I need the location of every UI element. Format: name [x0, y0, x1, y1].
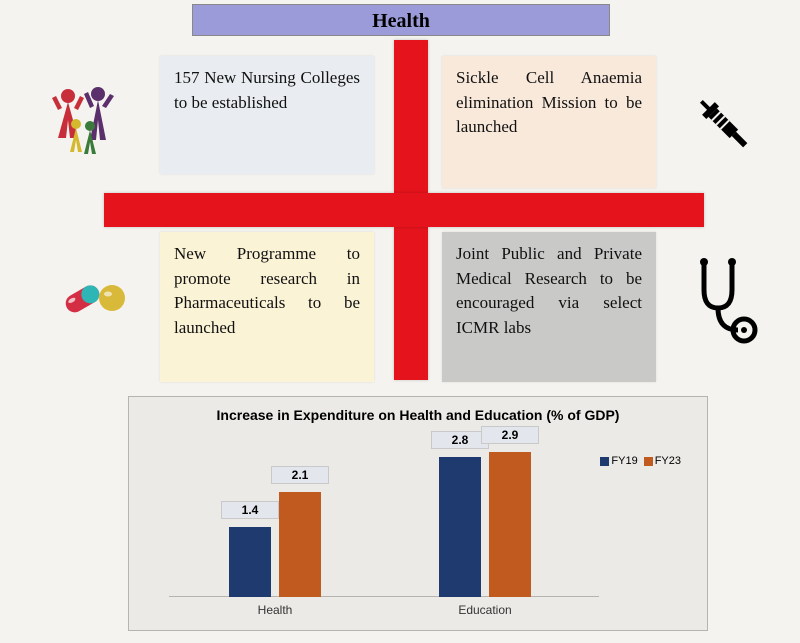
chart-bar: 2.9 [489, 452, 531, 597]
legend-label: FY23 [655, 455, 681, 467]
chart-legend: FY19 FY23 [600, 455, 687, 467]
legend-item: FY23 [644, 455, 681, 467]
legend-swatch [600, 457, 609, 466]
stethoscope-icon [688, 256, 760, 346]
category-label: Health [229, 603, 321, 617]
bar-value-label: 2.9 [481, 426, 539, 444]
expenditure-chart: Increase in Expenditure on Health and Ed… [128, 396, 708, 631]
bar-value-label: 1.4 [221, 501, 279, 519]
legend-swatch [644, 457, 653, 466]
red-cross-horizontal [104, 193, 704, 227]
legend-label: FY19 [611, 455, 637, 467]
box-icmr-labs: Joint Public and Private Medical Researc… [442, 232, 656, 382]
legend-item: FY19 [600, 455, 637, 467]
pills-icon [56, 268, 136, 328]
chart-bar: 1.4 [229, 527, 271, 597]
box-nursing-colleges: 157 New Nursing Colleges to be establish… [160, 56, 374, 174]
chart-bar: 2.8 [439, 457, 481, 597]
chart-plot-area: 1.42.1Health2.82.9Education [169, 447, 599, 617]
category-label: Education [439, 603, 531, 617]
bar-value-label: 2.1 [271, 466, 329, 484]
box-sickle-cell: Sickle Cell Anaemia elimination Mission … [442, 56, 656, 188]
box-pharma-research: New Programme to promote research in Pha… [160, 232, 374, 382]
syringe-icon [688, 88, 760, 160]
chart-bar: 2.1 [279, 492, 321, 597]
page-title: Health [192, 4, 610, 36]
family-icon [44, 80, 124, 160]
chart-title: Increase in Expenditure on Health and Ed… [129, 397, 707, 427]
